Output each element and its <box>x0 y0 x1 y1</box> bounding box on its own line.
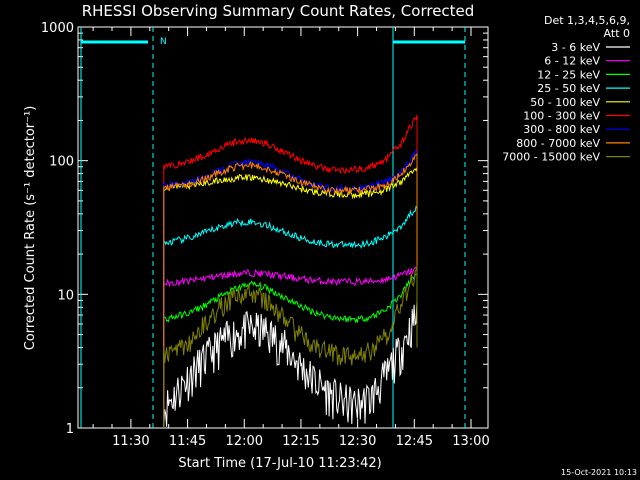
plot-frame <box>77 26 489 429</box>
legend-label-8: 7000 - 15000 keV <box>502 151 600 164</box>
y-tick-label: 100 <box>49 155 74 170</box>
x-tick-label: 11:45 <box>169 434 206 449</box>
annotation-n: N <box>160 37 167 47</box>
footer-date: 15-Oct-2021 10:13 <box>561 468 637 477</box>
legend-header-line-1: Det 1,3,4,5,6,9, <box>544 14 630 27</box>
x-tick-label: 12:30 <box>339 434 376 449</box>
legend-label-6: 300 - 800 keV <box>523 123 600 136</box>
legend-label-0: 3 - 6 keV <box>551 41 600 54</box>
legend-header-line-2: Att 0 <box>604 27 630 40</box>
series-line-0 <box>163 300 418 428</box>
legend-label-4: 50 - 100 keV <box>530 96 600 109</box>
legend-label-5: 100 - 300 keV <box>523 110 600 123</box>
series-line-5 <box>163 114 418 428</box>
series-line-3 <box>163 205 418 428</box>
y-tick-label: 1 <box>66 422 74 437</box>
y-tick-label: 10 <box>57 288 74 303</box>
x-tick-label: 12:15 <box>282 434 319 449</box>
series-line-8 <box>163 265 418 428</box>
x-tick-label: 12:45 <box>396 434 433 449</box>
legend-label-7: 800 - 7000 keV <box>516 137 600 150</box>
series-line-2 <box>163 273 418 428</box>
legend-label-2: 12 - 25 keV <box>537 68 600 81</box>
series-line-7 <box>163 152 418 428</box>
series-line-4 <box>163 167 418 428</box>
y-tick-label: 1000 <box>41 21 74 36</box>
x-tick-label: 11:30 <box>112 434 149 449</box>
x-tick-label: 13:00 <box>452 434 489 449</box>
series-line-1 <box>163 266 418 428</box>
x-tick-label: 12:00 <box>226 434 263 449</box>
plot-marks: 11:30 11:45 12:00 12:15 12:30 12:45 13:00 1 10 10… <box>41 21 630 449</box>
legend-label-3: 25 - 50 keV <box>537 82 600 95</box>
x-axis-label: Start Time (17-Jul-10 11:23:42) <box>178 456 381 471</box>
y-axis-label: Corrected Count Rate (s⁻¹ detector⁻¹) <box>23 106 38 351</box>
chart-title: RHESSI Observing Summary Count Rates, Co… <box>82 2 475 20</box>
legend-label-1: 6 - 12 keV <box>544 55 600 68</box>
